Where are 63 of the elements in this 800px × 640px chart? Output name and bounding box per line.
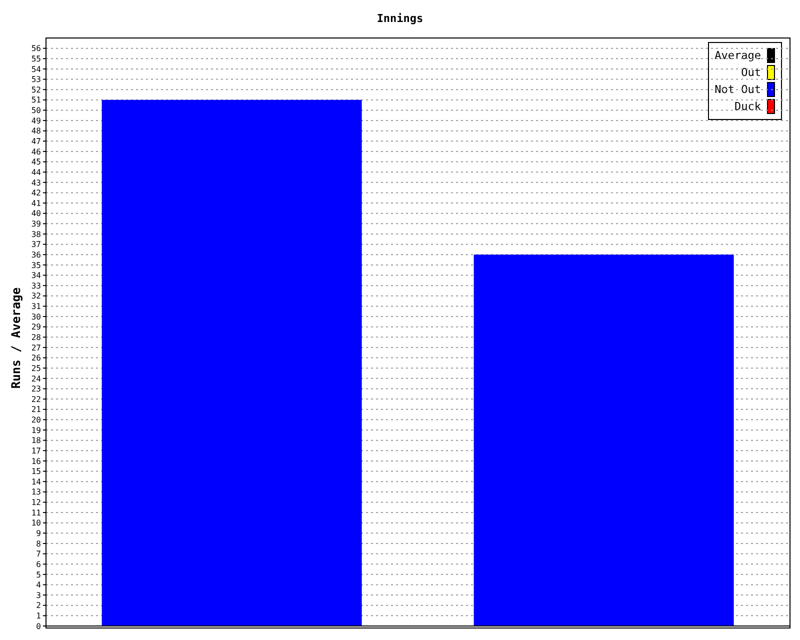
legend-label: Duck bbox=[734, 100, 761, 113]
y-tick-label: 25 bbox=[31, 364, 42, 373]
y-tick-label: 48 bbox=[31, 126, 42, 136]
y-tick-label: 18 bbox=[31, 436, 42, 446]
y-tick-label: 53 bbox=[31, 75, 42, 84]
y-tick-label: 34 bbox=[31, 271, 42, 280]
y-tick-label: 55 bbox=[31, 54, 42, 64]
y-tick-label: 56 bbox=[31, 44, 42, 54]
y-tick-label: 4 bbox=[36, 580, 42, 590]
y-tick-label: 38 bbox=[31, 230, 42, 239]
y-tick-label: 10 bbox=[31, 518, 42, 528]
y-tick-label: 47 bbox=[31, 137, 42, 146]
y-tick-label: 9 bbox=[36, 529, 42, 538]
y-tick-label: 37 bbox=[31, 240, 42, 250]
y-tick-label: 19 bbox=[31, 426, 42, 435]
y-tick-label: 13 bbox=[31, 488, 42, 497]
y-tick-label: 28 bbox=[31, 333, 42, 342]
y-tick-label: 30 bbox=[31, 312, 42, 322]
y-tick-label: 54 bbox=[31, 64, 42, 74]
y-axis-title: Runs / Average bbox=[9, 286, 23, 391]
y-tick-label: 7 bbox=[36, 550, 42, 559]
y-tick-label: 11 bbox=[31, 508, 42, 518]
y-tick-label: 29 bbox=[31, 322, 42, 332]
y-tick-label: 20 bbox=[31, 416, 42, 425]
y-tick-label: 8 bbox=[36, 539, 42, 548]
y-tick-label: 31 bbox=[31, 302, 42, 312]
y-tick-label: 3 bbox=[36, 590, 42, 600]
text: Not Out bbox=[714, 83, 761, 96]
y-tick-label: 41 bbox=[31, 198, 42, 208]
y-tick-label: 51 bbox=[31, 96, 42, 105]
y-tick-label: 36 bbox=[31, 250, 42, 260]
legend-label: Average bbox=[714, 49, 761, 62]
y-tick-label: 5 bbox=[36, 570, 42, 580]
y-tick-label: 27 bbox=[31, 343, 42, 352]
y-tick-label: 26 bbox=[31, 354, 42, 363]
y-tick-label: 24 bbox=[31, 374, 42, 384]
y-tick-label: 6 bbox=[36, 560, 42, 569]
y-tick-label: 44 bbox=[31, 168, 42, 177]
legend-label: Out bbox=[741, 66, 761, 79]
y-tick-label: 15 bbox=[31, 467, 42, 476]
y-tick-label: 1 bbox=[36, 612, 42, 621]
y-tick-label: 12 bbox=[31, 498, 42, 508]
y-tick-label: 42 bbox=[31, 188, 42, 198]
y-tick-label: 33 bbox=[31, 281, 42, 290]
y-tick-label: 32 bbox=[31, 292, 42, 301]
y-tick-label: 46 bbox=[31, 147, 42, 156]
y-tick-label: 23 bbox=[31, 384, 42, 394]
y-tick-label: 14 bbox=[31, 477, 42, 486]
y-tick-label: 22 bbox=[31, 394, 42, 404]
chart-title: Innings bbox=[376, 12, 424, 25]
y-tick-label: 52 bbox=[31, 85, 42, 94]
y-tick-label: 40 bbox=[31, 209, 42, 218]
y-tick-label: 17 bbox=[31, 446, 42, 456]
y-tick-label: 0 bbox=[36, 622, 42, 631]
y-tick-label: 50 bbox=[31, 106, 42, 116]
y-tick-label: 35 bbox=[31, 260, 42, 270]
y-tick-label: 2 bbox=[36, 601, 42, 610]
y-tick-label: 21 bbox=[31, 405, 42, 414]
y-tick-label: 39 bbox=[31, 220, 42, 229]
y-tick-label: 16 bbox=[31, 456, 42, 466]
y-tick-label: 43 bbox=[31, 178, 42, 188]
y-tick-label: 49 bbox=[31, 116, 42, 126]
y-tick-label: 45 bbox=[31, 158, 42, 167]
